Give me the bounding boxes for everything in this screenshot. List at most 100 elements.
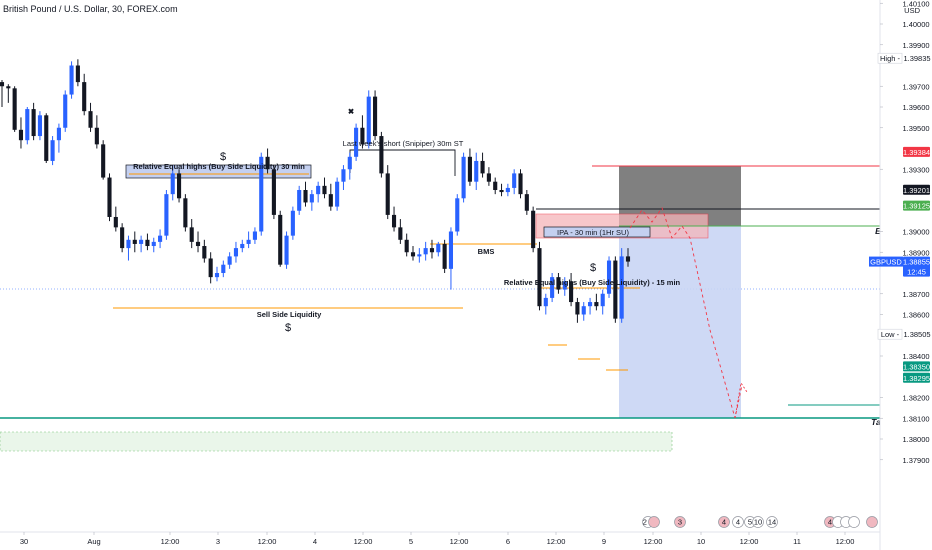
price-tick-label: 1.39500 [902,124,929,133]
candle-body [221,264,226,273]
chart-title: British Pound / U.S. Dollar, 30, FOREX.c… [3,4,178,14]
event-badge[interactable] [674,516,686,528]
time-tick-label: 6 [506,537,510,546]
event-badge[interactable] [848,516,860,528]
candle-body [429,248,435,253]
candle-body [94,127,99,145]
time-tick-label: 30 [20,537,28,546]
price-tag-gbpusd [903,256,930,277]
candle-body [354,127,359,157]
candle-body [50,140,55,161]
time-tick-label: 3 [216,537,220,546]
candle-body [391,214,397,228]
event-badge-label: 4 [736,518,740,527]
candle-body [322,185,327,195]
price-tick-label: 1.38700 [902,290,929,299]
symbol-tag [869,256,903,267]
candle-body [303,190,308,203]
price-tag-value: 1.39835 [903,54,930,63]
candle-body [259,156,264,232]
price-tick-label: 1.39600 [902,103,929,112]
candle-body [625,256,631,262]
price-tick-label: 1.39000 [902,228,929,237]
candle-body [170,173,175,195]
candle-body [335,181,340,207]
candle-body [0,82,5,87]
candle-body [366,96,371,145]
price-tag-low [877,328,903,340]
candle-body [360,127,365,145]
candle-body [436,243,441,253]
event-badge[interactable] [718,516,730,528]
price-tag-target [903,372,930,383]
candle-body [56,127,61,141]
candle-body [404,239,409,253]
candle-body [63,94,68,128]
ipa-box [543,226,651,238]
time-tick-label: Aug [87,537,100,546]
event-badge[interactable] [866,516,878,528]
candle-body [176,173,182,199]
candle-body [581,306,586,315]
event-badge[interactable] [732,516,744,528]
candle-body [309,194,314,203]
candle-body [202,246,207,259]
candle-body [82,82,87,112]
candle-body [347,156,352,170]
currency-label: USD [904,6,920,15]
candle-body [126,239,131,249]
time-tick-label: 12:00 [836,537,855,546]
candle-body [569,281,574,303]
time-tick-label: 4 [313,537,317,546]
candle-body [398,227,403,240]
rel-equal-highs-15-label: Relative Equal highs (Buy Side Liquidity… [504,278,681,287]
price-tick-label: 1.39700 [902,82,929,91]
dollar-sign-3: $ [285,322,291,334]
candle-body [139,239,144,244]
candle-body [474,160,479,182]
event-badge[interactable] [752,516,764,528]
price-tick-label: 1.38200 [902,394,929,403]
price-tag-value: 1.39125 [903,202,930,211]
candle-body [44,115,49,161]
price-tag-value: 1.39201 [903,186,930,195]
time-tick-label: 12:00 [547,537,566,546]
candle-body [417,254,422,257]
candle-body [183,198,188,228]
price-tag-value: 1.38855 [903,258,930,267]
price-tag-high [877,52,903,64]
event-badge-label: 5 [748,518,752,527]
event-badge-label: 3 [678,518,682,527]
profit-zone [619,226,741,418]
candle-body [316,185,321,195]
candle-body [531,210,536,249]
price-tick-label: 1.38100 [902,414,929,423]
candle-body [562,281,567,290]
time-tick-label: 11 [793,537,801,546]
candle-body [120,227,125,249]
candle-body [606,260,612,294]
time-tick-label: 12:00 [450,537,469,546]
candle-body [151,241,156,247]
price-tag-entry [903,200,930,211]
price-tick-label: 1.39900 [902,41,929,50]
candle-body [423,248,428,255]
event-badge[interactable] [648,516,660,528]
candle-body [158,235,163,242]
candle-body [461,156,466,199]
candle-body [18,129,24,141]
candle-body [575,302,580,315]
candle-body [442,243,447,269]
price-tick-label: 1.38600 [902,311,929,320]
price-tag-value: 1.38505 [903,330,930,339]
candle-body [379,136,384,174]
candle-body [297,190,302,211]
event-badge[interactable] [766,516,778,528]
candle-body [556,277,561,290]
sell-side-liquidity-label: Sell Side Liquidity [257,310,322,319]
candle-body [537,248,542,307]
time-tick-label: 12:00 [740,537,759,546]
candle-body [588,302,593,307]
candle-body [69,65,74,95]
